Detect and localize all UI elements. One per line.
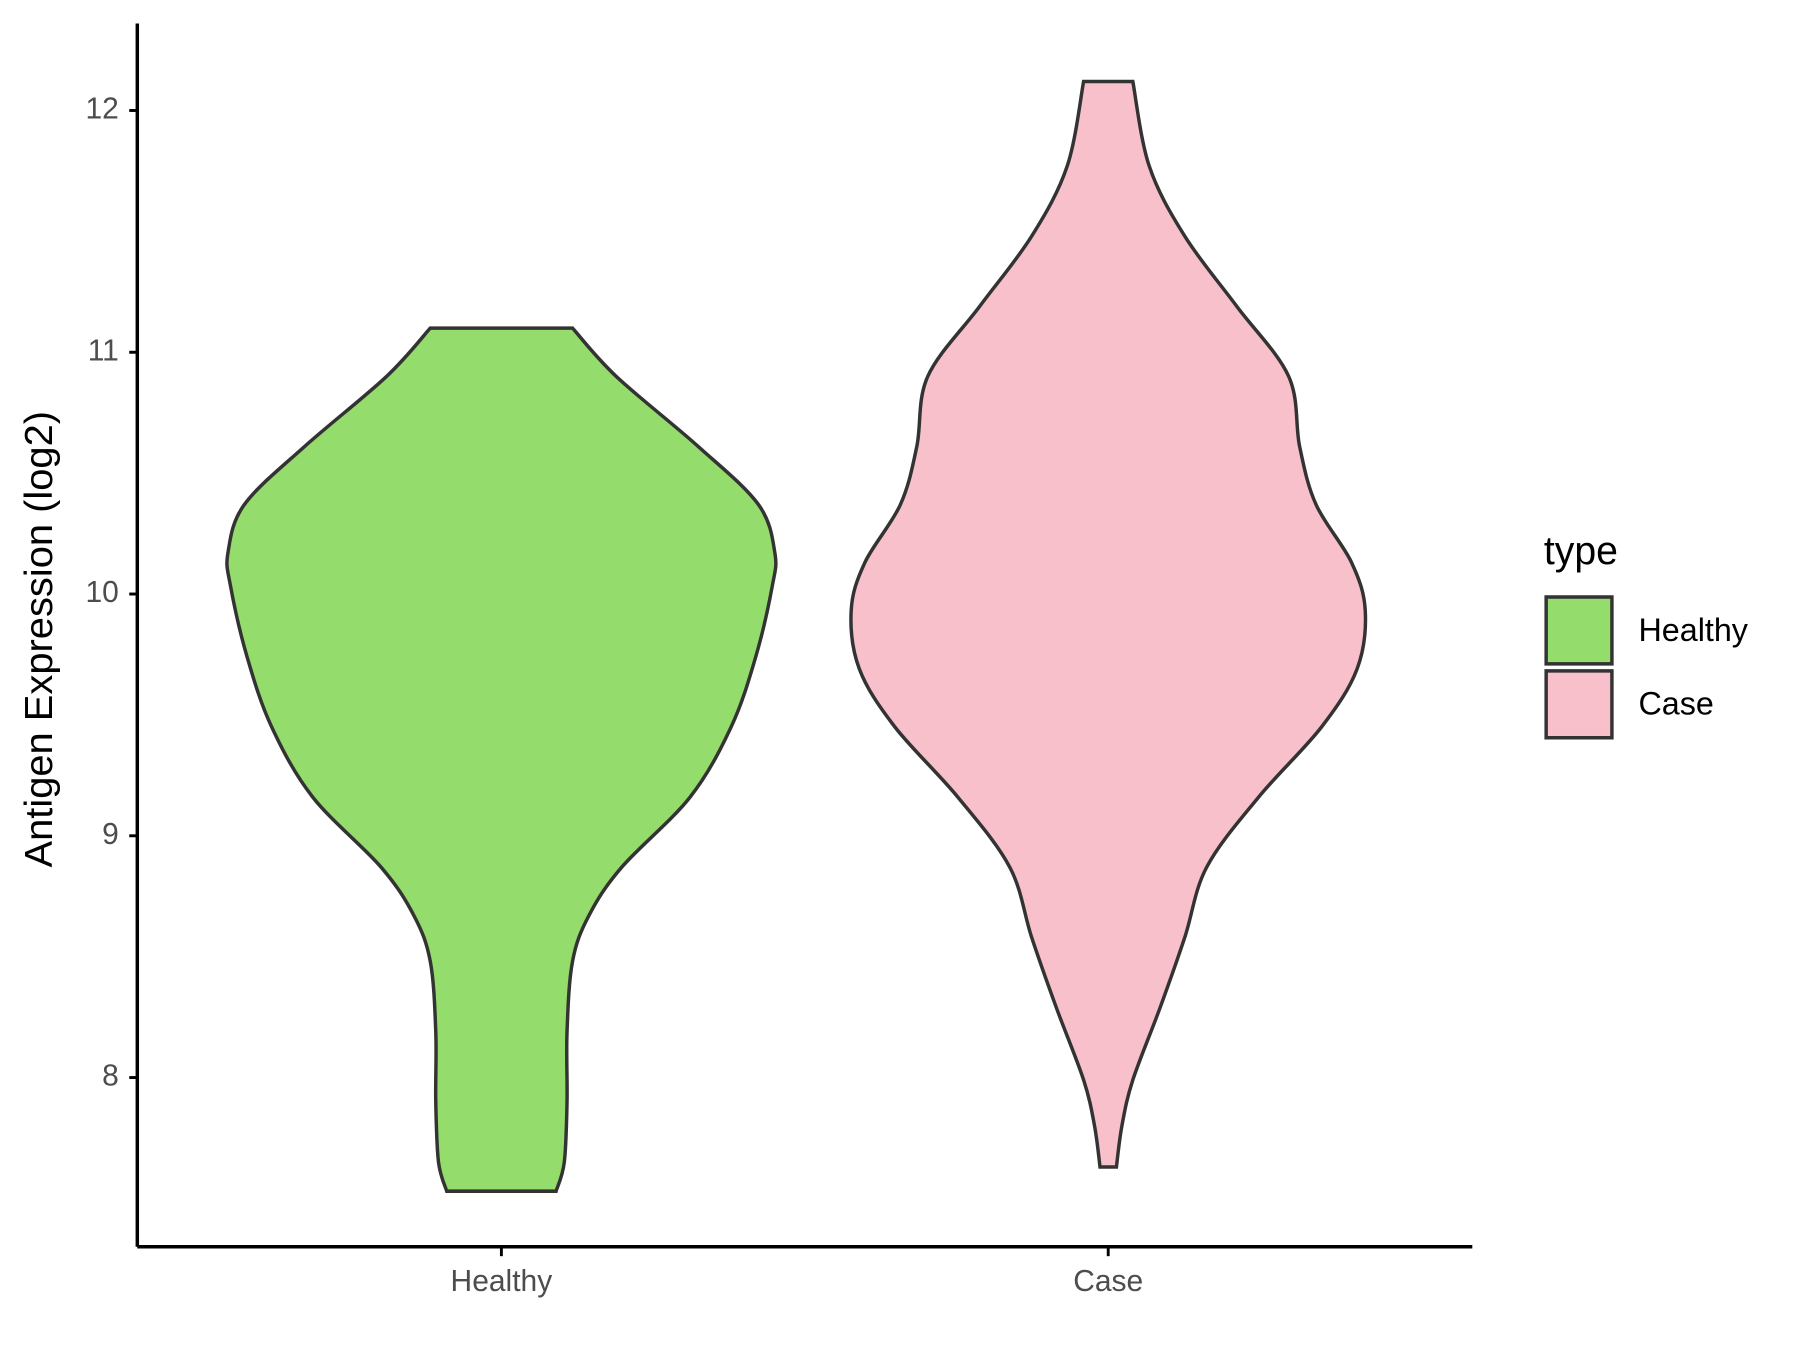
- legend-label: Healthy: [1638, 612, 1748, 648]
- legend-label: Case: [1638, 686, 1713, 722]
- legend-swatch: [1544, 669, 1614, 740]
- x-tick-label: Healthy: [451, 1265, 554, 1298]
- y-tick-label: 11: [88, 334, 119, 367]
- y-axis-label: Antigen Expression (log2): [17, 411, 61, 868]
- y-tick-label: 8: [102, 1059, 119, 1092]
- y-tick-label: 12: [85, 92, 118, 125]
- x-tick-label: Case: [1073, 1265, 1143, 1298]
- y-tick-label: 10: [85, 576, 118, 609]
- y-tick-label: 9: [102, 818, 119, 851]
- legend-swatch: [1544, 595, 1614, 666]
- violin: [849, 79, 1368, 1169]
- legend-title: type: [1544, 529, 1618, 573]
- violin: [225, 326, 778, 1193]
